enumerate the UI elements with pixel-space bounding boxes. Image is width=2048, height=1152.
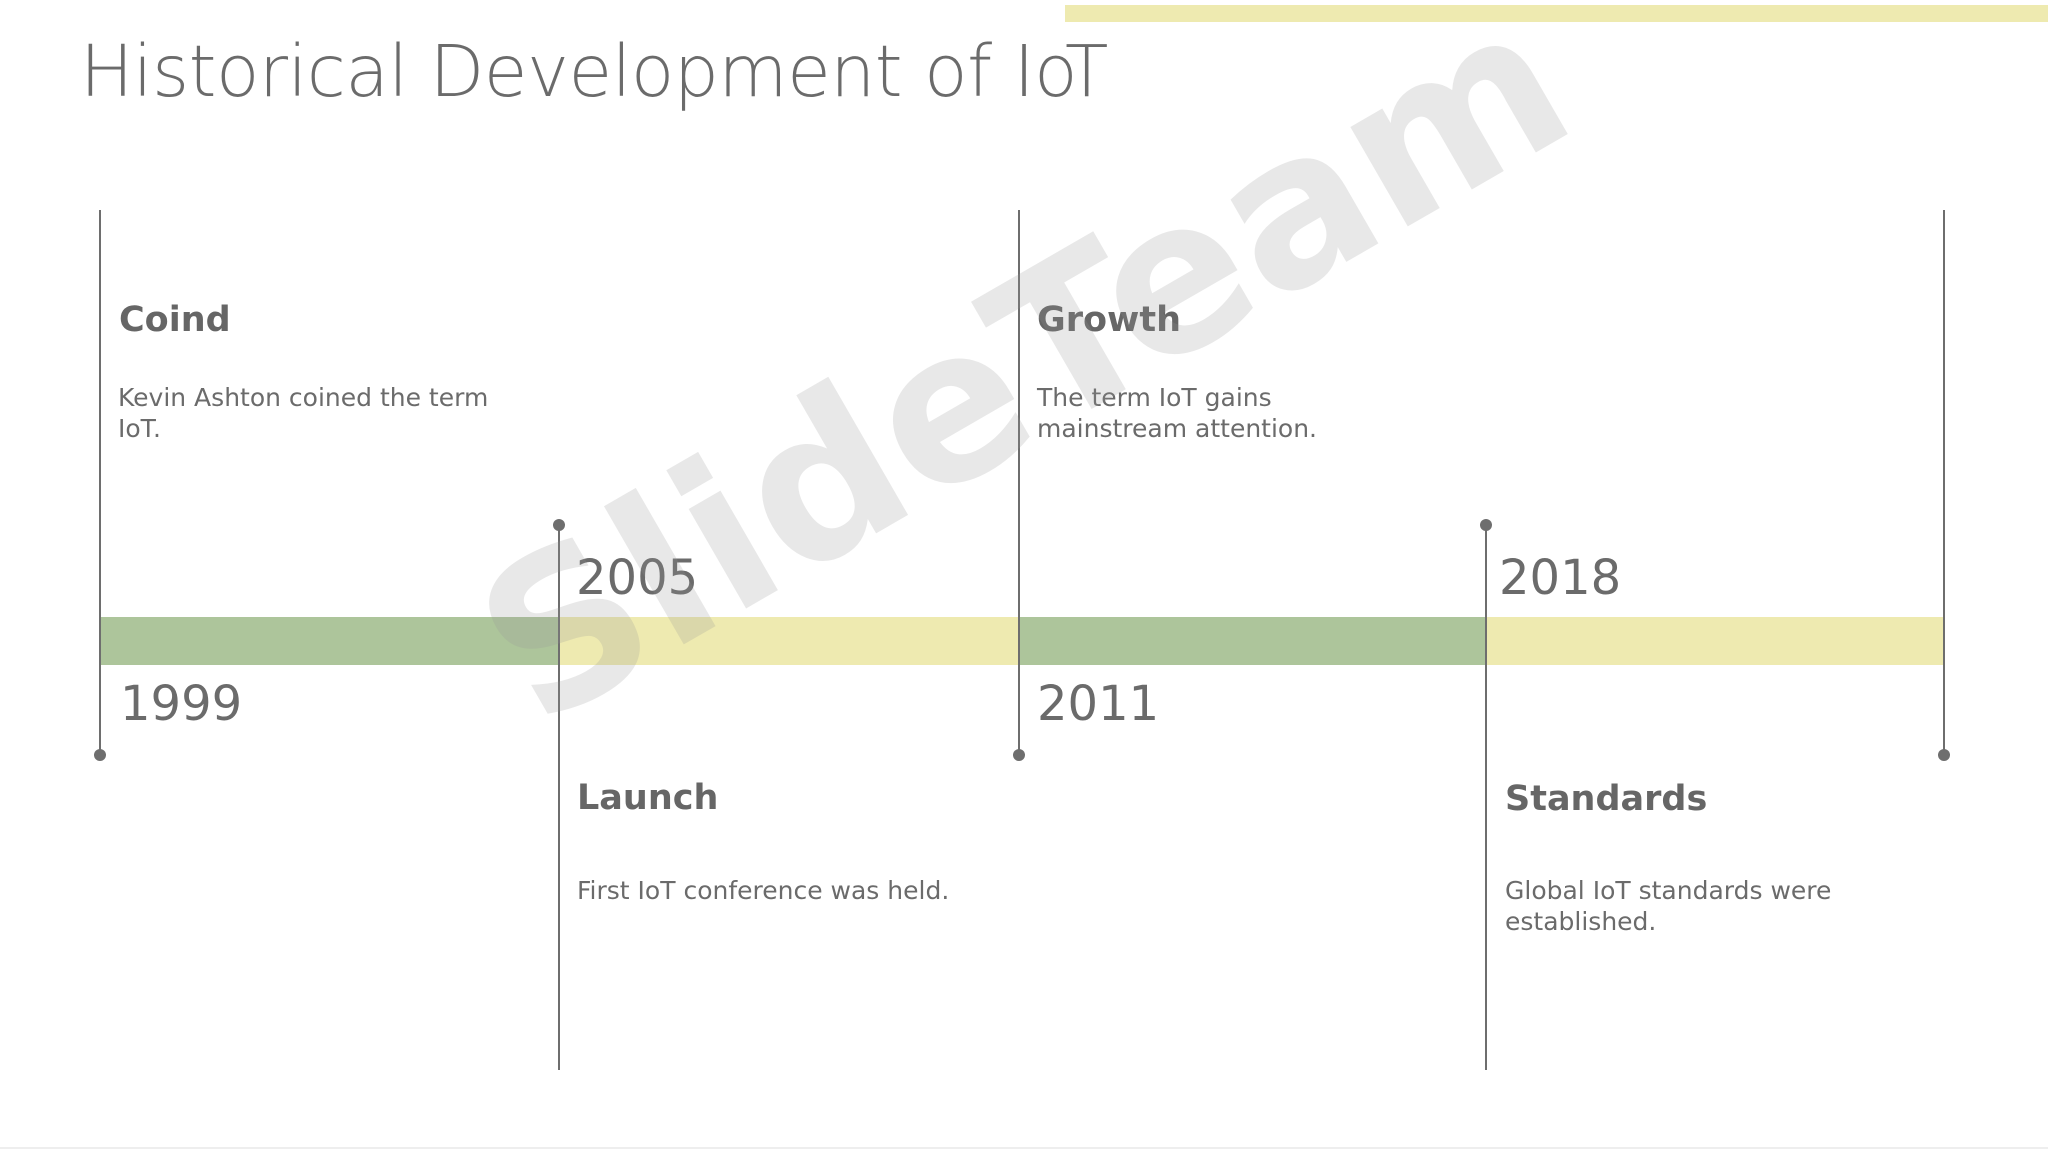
event-4-title: Standards xyxy=(1505,779,1708,819)
timeline-segment-3 xyxy=(1019,617,1486,665)
event-2-line xyxy=(558,525,560,1070)
timeline-segment-1 xyxy=(100,617,559,665)
event-1-line xyxy=(99,210,101,755)
event-1-title: Coind xyxy=(119,300,231,340)
timeline-end-line xyxy=(1943,210,1945,755)
bottom-divider xyxy=(0,1147,2048,1149)
event-4-line xyxy=(1485,525,1487,1070)
event-3-line xyxy=(1018,210,1020,755)
top-accent-bar xyxy=(1065,5,2048,22)
event-1-marker xyxy=(94,749,106,761)
event-2-year: 2005 xyxy=(576,550,699,606)
timeline-end-marker xyxy=(1938,749,1950,761)
event-4-year: 2018 xyxy=(1499,550,1622,606)
event-1-year: 1999 xyxy=(120,676,243,732)
event-2-marker xyxy=(553,519,565,531)
timeline-segment-4 xyxy=(1486,617,1944,665)
event-4-description: Global IoT standards were established. xyxy=(1505,876,1832,936)
event-3-description: The term IoT gains mainstream attention. xyxy=(1037,383,1318,443)
slide-title: Historical Development of IoT xyxy=(80,30,1108,113)
event-2-title: Launch xyxy=(577,778,719,818)
event-4-marker xyxy=(1480,519,1492,531)
event-3-marker xyxy=(1013,749,1025,761)
event-1-description: Kevin Ashton coined the term IoT. xyxy=(118,383,489,443)
event-3-title: Growth xyxy=(1037,300,1182,340)
event-2-description: First IoT conference was held. xyxy=(577,876,950,905)
event-3-year: 2011 xyxy=(1037,676,1160,732)
timeline-segment-2 xyxy=(559,617,1019,665)
